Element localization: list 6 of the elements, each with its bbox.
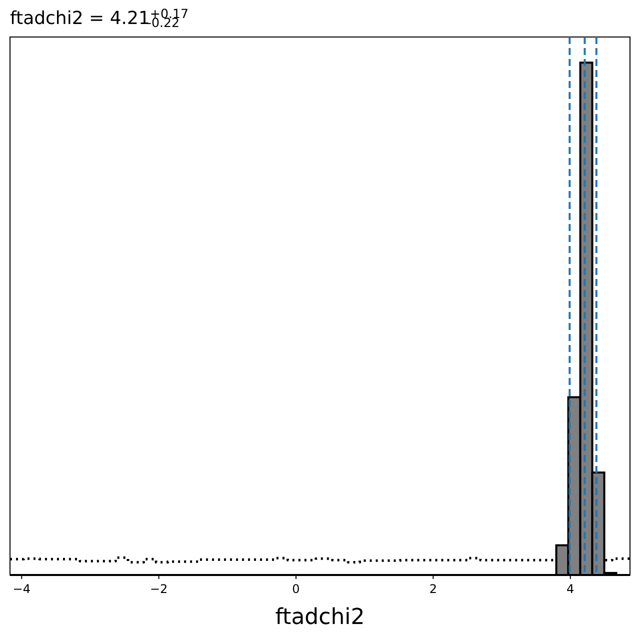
x-tick-label: −2 bbox=[150, 582, 168, 596]
x-axis-title: ftadchi2 bbox=[275, 605, 365, 630]
x-tick-label: 4 bbox=[566, 582, 574, 596]
x-tick-label: −4 bbox=[12, 582, 31, 596]
x-tick-label: 0 bbox=[292, 582, 300, 596]
x-tick-label: 2 bbox=[429, 582, 437, 596]
